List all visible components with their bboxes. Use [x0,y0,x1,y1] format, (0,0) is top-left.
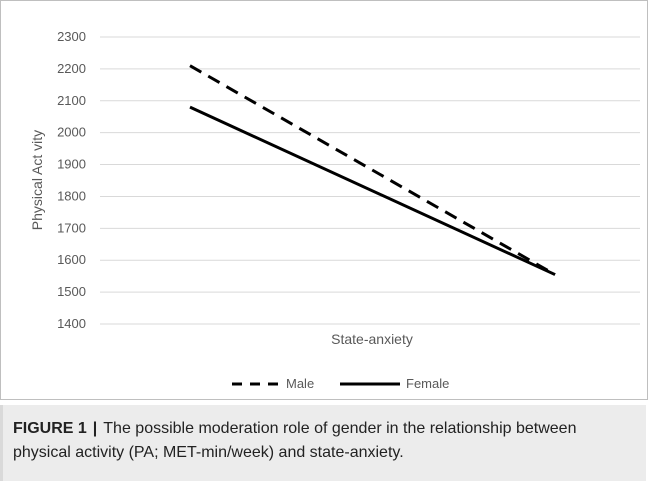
caption-separator: | [92,420,98,437]
figure-label: FIGURE 1 [13,420,87,437]
caption-text: The possible moderation role of gender i… [13,420,577,461]
legend-label-female: Female [406,376,449,391]
legend: Male Female [232,376,449,391]
y-axis-title: Physical Act vity [29,130,45,230]
y-tick-labels: 1400 1500 1600 1700 1800 1900 2000 2100 2200 2300 [57,29,86,331]
y-tick-label-1600: 1600 [57,252,86,267]
series-line-male [189,64,556,276]
y-tick-label-1500: 1500 [57,284,86,299]
y-tick-label-2200: 2200 [57,61,86,76]
chart-frame [0,0,648,400]
y-tick-label-2300: 2300 [57,29,86,44]
gridlines [100,36,640,325]
legend-label-male: Male [286,376,314,391]
y-tick-label-1400: 1400 [57,316,86,331]
series-line-female [189,105,556,276]
y-tick-label-1700: 1700 [57,220,86,235]
y-tick-label-2100: 2100 [57,93,86,108]
figure-caption: FIGURE 1 | The possible moderation role of… [0,405,646,481]
line-chart: 1400 1500 1600 1700 1800 1900 2000 2100 2200 2300… [29,29,640,391]
y-tick-label-1800: 1800 [57,188,86,203]
x-axis-title: State-anxiety [331,331,413,347]
y-tick-label-2000: 2000 [57,125,86,140]
series-lines [189,64,556,276]
y-tick-label-1900: 1900 [57,157,86,172]
